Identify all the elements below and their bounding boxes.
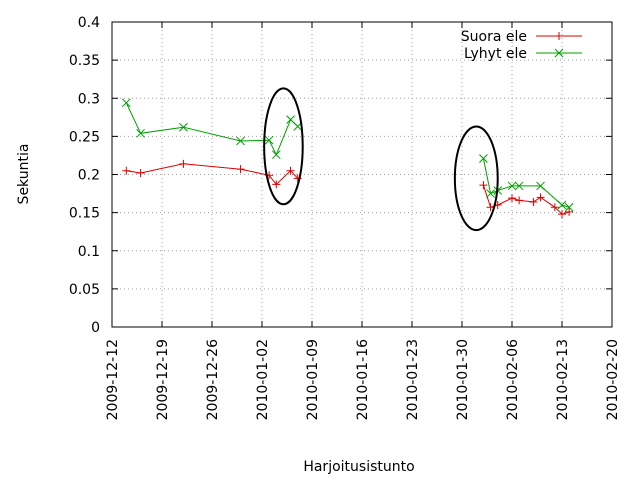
data-point-suora-ele	[122, 166, 131, 175]
annotation-ellipse	[453, 125, 499, 232]
series-layer	[121, 98, 574, 219]
legend-label-suora-ele: Suora ele	[461, 29, 527, 45]
data-point-lyhyt-ele	[236, 136, 245, 146]
data-point-suora-ele	[286, 166, 295, 175]
x-tick-label: 2010-01-09	[305, 339, 321, 420]
data-point-lyhyt-ele	[136, 128, 145, 138]
annotation-ellipse	[263, 87, 304, 206]
y-tick-label: 0.1	[78, 244, 100, 260]
data-point-suora-ele	[529, 197, 538, 206]
data-point-lyhyt-ele	[264, 135, 274, 145]
data-point-lyhyt-ele	[536, 181, 545, 191]
data-point-suora-ele	[479, 181, 488, 190]
data-point-suora-ele	[536, 193, 545, 202]
annotation-layer	[263, 87, 499, 232]
data-point-suora-ele	[136, 168, 145, 177]
x-tick-label: 2010-01-16	[355, 339, 371, 420]
data-point-lyhyt-ele	[271, 150, 281, 160]
series-line-lyhyt-ele	[125, 102, 299, 156]
x-tick-label: 2009-12-12	[105, 339, 121, 420]
y-tick-label: 0.35	[69, 53, 100, 69]
y-axis-label: Sekuntia	[16, 144, 32, 205]
data-point-lyhyt-ele	[564, 202, 574, 212]
data-point-suora-ele	[558, 210, 566, 219]
legend-marker-lyhyt-ele	[554, 48, 564, 58]
data-point-lyhyt-ele	[479, 154, 488, 163]
x-tick-label: 2010-01-02	[255, 339, 271, 420]
plot-frame	[111, 21, 613, 328]
data-point-suora-ele	[179, 159, 188, 168]
grid-layer	[111, 21, 613, 328]
data-point-suora-ele	[515, 196, 524, 205]
data-point-lyhyt-ele	[557, 200, 567, 210]
x-axis-label: Harjoitusistunto	[303, 459, 414, 475]
data-point-suora-ele	[272, 180, 281, 189]
series-line-suora-ele	[126, 163, 299, 186]
y-tick-label: 0.3	[78, 91, 100, 107]
data-point-lyhyt-ele	[514, 181, 524, 191]
data-point-suora-ele	[550, 203, 559, 212]
x-tick-label: 2010-02-20	[605, 339, 621, 420]
data-point-lyhyt-ele	[507, 181, 517, 191]
y-tick-label: 0.05	[69, 282, 100, 298]
y-tick-label: 0	[91, 320, 100, 336]
x-tick-label: 2010-01-30	[455, 339, 471, 420]
x-tick-label: 2009-12-26	[205, 339, 221, 420]
data-point-lyhyt-ele	[179, 122, 188, 132]
x-tick-label: 2010-02-13	[555, 339, 571, 420]
data-point-lyhyt-ele	[486, 189, 495, 198]
x-tick-label: 2010-01-23	[405, 339, 421, 420]
x-tick-label: 2010-02-06	[505, 339, 521, 420]
x-tick-label: 2009-12-19	[155, 339, 171, 420]
data-point-suora-ele	[565, 207, 574, 216]
data-point-lyhyt-ele	[286, 115, 295, 124]
y-tick-label: 0.15	[69, 206, 100, 222]
y-tick-label: 0.25	[69, 129, 100, 145]
y-tick-label: 0.2	[78, 168, 100, 184]
axis-layer: 0 0.05 0.1 0.15 0.2 0.25 0.3 0.35 0.4 2009-12-12 2…	[69, 15, 621, 420]
data-point-suora-ele	[236, 165, 245, 174]
y-tick-label: 0.4	[78, 15, 100, 31]
data-point-suora-ele	[508, 194, 516, 203]
data-point-lyhyt-ele	[121, 98, 131, 108]
legend-label-lyhyt-ele: Lyhyt ele	[464, 46, 527, 62]
legend: Suora ele Lyhyt ele	[461, 29, 582, 62]
legend-marker-suora-ele	[555, 32, 563, 40]
